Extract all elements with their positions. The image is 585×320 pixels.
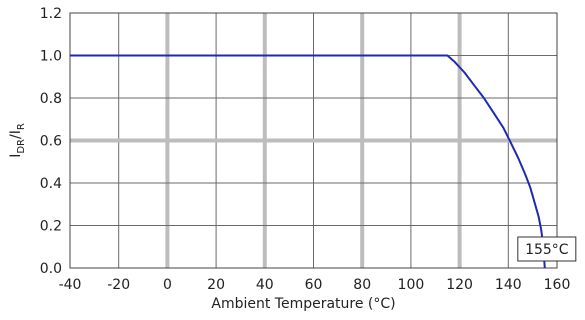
grid — [70, 13, 557, 268]
y-tick-label: 0.4 — [40, 176, 62, 192]
annotation-155c: 155°C — [517, 236, 577, 262]
x-tick-label: 20 — [207, 277, 225, 293]
x-tick-label: 100 — [398, 277, 425, 293]
x-tick-label: 40 — [256, 277, 274, 293]
x-tick-label: 60 — [305, 277, 323, 293]
plot-frame — [69, 12, 558, 269]
x-tick-label: 80 — [353, 277, 371, 293]
y-axis-title: IDR/IR — [8, 123, 27, 158]
annotation-box — [517, 236, 577, 262]
x-tick-label: 120 — [446, 277, 473, 293]
y-tick-label: 0.8 — [40, 91, 62, 107]
y-tick-label: 0.0 — [40, 261, 62, 277]
y-tick-label: 1.0 — [40, 49, 62, 65]
y-tick-labels: 0.0 0.2 0.4 0.6 0.8 1.0 1.2 — [40, 6, 62, 277]
y-axis-title-sub1: DR — [16, 139, 27, 154]
y-axis-title-sep: /I — [8, 130, 24, 139]
series-line — [70, 54, 546, 269]
x-tick-label: -40 — [59, 277, 82, 293]
x-axis-title: Ambient Temperature (°C) — [211, 296, 395, 312]
x-tick-labels: -40 -20 0 20 40 60 80 100 120 140 160 — [59, 277, 571, 293]
x-tick-label: 140 — [495, 277, 522, 293]
annotation-label: 155°C — [525, 242, 569, 258]
y-axis-title-main: I — [8, 154, 24, 158]
y-tick-label: 1.2 — [40, 6, 62, 22]
y-tick-label: 0.2 — [40, 219, 62, 235]
x-tick-label: 160 — [544, 277, 571, 293]
x-tick-label: -20 — [107, 277, 130, 293]
y-axis-title-sub2: R — [16, 123, 27, 130]
x-tick-label: 0 — [163, 277, 172, 293]
y-tick-label: 0.6 — [40, 134, 62, 150]
